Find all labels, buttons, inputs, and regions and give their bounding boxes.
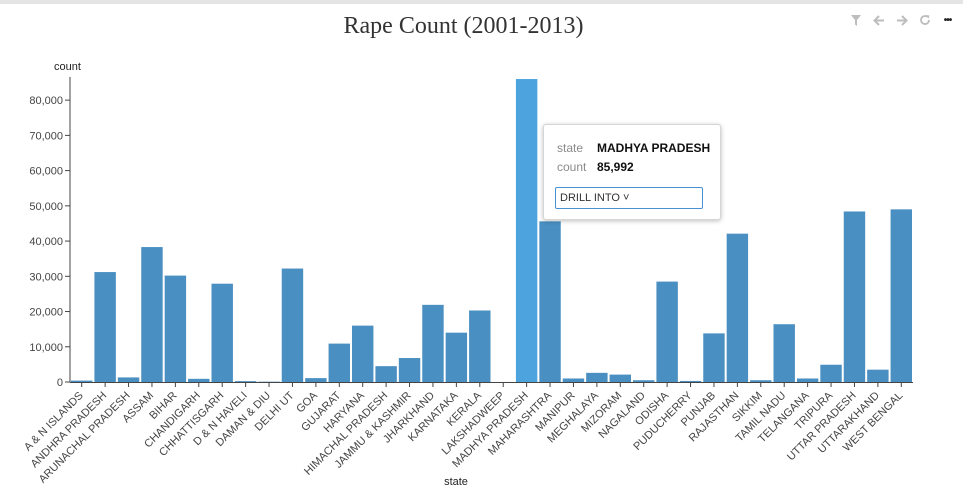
more-label: ••• — [943, 14, 952, 26]
tooltip-state-row: state MADHYA PRADESH — [557, 141, 710, 155]
bar-delhi-ut[interactable] — [281, 268, 304, 382]
forward-arrow-icon[interactable] — [890, 11, 913, 29]
bar-sikkim[interactable] — [750, 380, 772, 382]
more-icon[interactable]: ••• — [936, 11, 959, 29]
y-tick-label: 20,000 — [29, 307, 63, 319]
axes-group — [69, 77, 913, 383]
bar-rajasthan[interactable] — [726, 233, 749, 382]
bar-karnataka[interactable] — [445, 332, 468, 382]
refresh-icon[interactable] — [913, 11, 936, 29]
back-arrow-icon[interactable] — [867, 11, 890, 29]
bar-chhattisgarh[interactable] — [211, 283, 233, 382]
bar-telangana[interactable] — [796, 378, 819, 382]
y-tick-label: 70,000 — [29, 130, 63, 142]
bar-uttar-pradesh[interactable] — [843, 211, 866, 382]
bar-arunachal-pradesh[interactable] — [117, 377, 140, 382]
bar-himachal-pradesh[interactable] — [375, 366, 397, 382]
bar-andhra-pradesh[interactable] — [94, 272, 116, 382]
bar-tripura[interactable] — [820, 364, 842, 382]
tooltip-state-value: MADHYA PRADESH — [597, 141, 711, 155]
tooltip-state-key: state — [557, 141, 584, 155]
bar-nagaland[interactable] — [633, 380, 655, 382]
bar-punjab[interactable] — [703, 333, 725, 382]
x-axis-title: state — [444, 476, 468, 488]
y-tick-label: 80,000 — [29, 95, 63, 107]
bar-d-n-haveli[interactable] — [234, 381, 257, 382]
bar-west-bengal[interactable] — [890, 209, 912, 382]
y-tick-label: 10,000 — [29, 342, 63, 354]
bar-uttarakhand[interactable] — [867, 369, 889, 382]
x-tick-label: ARUNACHAL PRADESH — [37, 390, 133, 486]
filter-icon[interactable] — [844, 11, 867, 29]
bar-mizoram[interactable] — [609, 374, 631, 382]
bar-bihar[interactable] — [164, 275, 187, 382]
y-tick-label: 0 — [57, 377, 63, 389]
bar-haryana[interactable] — [352, 325, 374, 382]
y-tick-label: 60,000 — [29, 166, 63, 178]
bar-goa[interactable] — [305, 378, 327, 382]
bar-maharashtra[interactable] — [539, 221, 561, 382]
bar-kerala[interactable] — [469, 310, 491, 382]
chart-toolbar: ••• — [844, 11, 959, 29]
y-axis-title: count — [54, 61, 81, 73]
bar-jharkhand[interactable] — [422, 304, 444, 382]
y-tick-label: 50,000 — [29, 201, 63, 213]
tooltip-count-value: 85,992 — [597, 160, 634, 174]
bar-puducherry[interactable] — [679, 380, 702, 382]
bar-manipur[interactable] — [562, 378, 585, 382]
bar-jammu-kashmir[interactable] — [398, 358, 421, 382]
top-border — [0, 0, 963, 4]
bar-a-n-islands[interactable] — [71, 380, 93, 382]
bar-meghalaya[interactable] — [586, 372, 608, 382]
bar-chandigarh[interactable] — [188, 378, 210, 382]
y-tick-label: 30,000 — [29, 271, 63, 283]
bars-group — [71, 79, 912, 382]
bar-odisha[interactable] — [656, 281, 678, 382]
drill-into-button[interactable]: DRILL INTO ˅ — [555, 187, 703, 209]
tooltip-count-key: count — [557, 160, 587, 174]
bar-tooltip: state MADHYA PRADESH count 85,992 DRILL IN… — [543, 124, 721, 220]
bar-gujarat[interactable] — [328, 343, 350, 382]
tooltip-count-row: count 85,992 — [557, 160, 634, 174]
bar-assam[interactable] — [141, 247, 163, 382]
bar-tamil-nadu[interactable] — [773, 324, 795, 382]
y-tick-label: 40,000 — [29, 236, 63, 248]
bar-madhya-pradesh[interactable] — [515, 79, 538, 382]
chart-title: Rape Count (2001-2013) — [343, 13, 584, 39]
